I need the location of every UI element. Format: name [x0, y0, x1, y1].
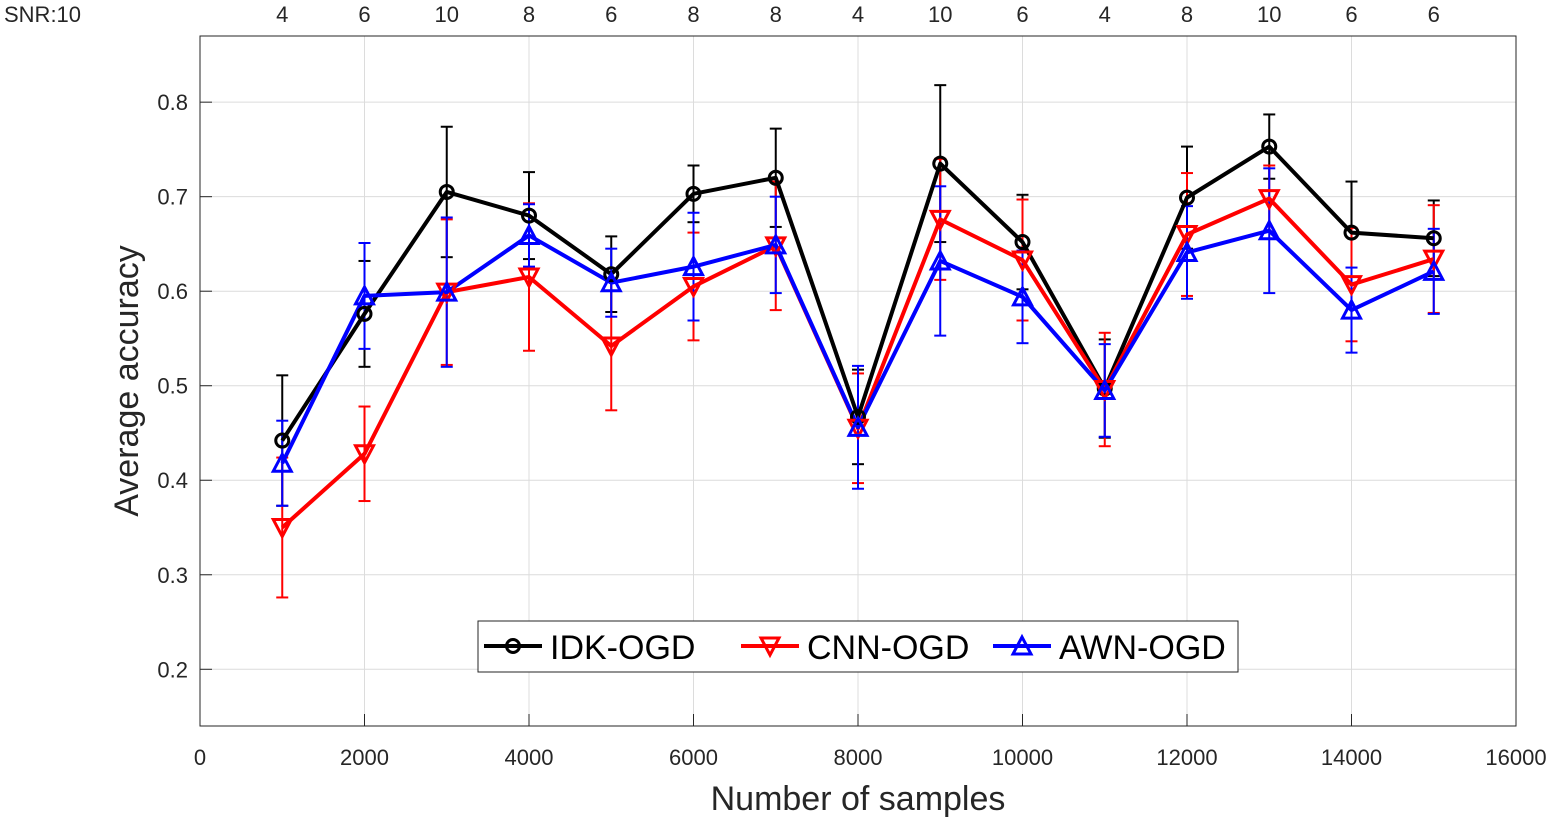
legend-label-cnn-ogd: CNN-OGD: [807, 629, 969, 667]
point-awn-ogd-3: [517, 223, 541, 245]
point-cnn-ogd-3: [517, 267, 541, 290]
legend-marker-cnn-ogd: [758, 636, 782, 659]
snr-label-8: 10: [928, 2, 952, 27]
legend: IDK-OGD CNN-OGD AWN-OGD: [477, 620, 1239, 673]
point-cnn-ogd-9: [1011, 250, 1034, 273]
point-cnn-ogd-5: [682, 276, 705, 299]
snr-labels: SNR:10 4 6 10 8 6 8 8 4 10 6 4 8 10 6 6: [4, 2, 1440, 27]
point-awn-ogd-13: [1340, 297, 1363, 320]
y-tick-label-3: 0.5: [157, 374, 188, 399]
point-idk-ogd-2: [438, 183, 455, 200]
point-awn-ogd-7: [846, 415, 870, 437]
point-idk-ogd-3: [521, 207, 537, 224]
point-idk-ogd-1: [356, 305, 373, 322]
x-tick-label-3: 6000: [669, 745, 718, 770]
snr-label-13: 6: [1345, 2, 1357, 27]
x-axis-title: Number of samples: [711, 780, 1006, 818]
snr-label-7: 4: [852, 2, 864, 27]
x-tick-label-1: 2000: [340, 745, 389, 770]
x-tick-label-6: 12000: [1156, 745, 1217, 770]
point-idk-ogd-9: [1014, 234, 1031, 251]
point-cnn-ogd-0: [270, 518, 294, 540]
point-idk-ogd-13: [1343, 224, 1360, 241]
x-tick-label-5: 10000: [992, 745, 1053, 770]
point-awn-ogd-8: [928, 248, 952, 271]
snr-label-3: 8: [523, 2, 535, 27]
point-awn-ogd-2: [435, 279, 459, 302]
point-idk-ogd-14: [1425, 230, 1442, 247]
snr-label-12: 10: [1257, 2, 1281, 27]
snr-label-2: 10: [435, 2, 459, 27]
point-cnn-ogd-12: [1257, 189, 1281, 211]
y-tick-label-4: 0.6: [157, 279, 188, 304]
point-awn-ogd-14: [1422, 259, 1446, 281]
snr-label-9: 6: [1016, 2, 1028, 27]
snr-label-6: 8: [770, 2, 782, 27]
legend-label-idk-ogd: IDK-OGD: [550, 629, 695, 667]
markers-awn-ogd: [270, 218, 1446, 473]
point-idk-ogd-5: [685, 185, 702, 202]
snr-label-0: 4: [276, 2, 288, 27]
point-awn-ogd-9: [1011, 284, 1034, 307]
point-cnn-ogd-8: [928, 209, 952, 232]
snr-label-11: 8: [1181, 2, 1193, 27]
y-axis-ticks: 0.2 0.3 0.4 0.5 0.6 0.7 0.8: [157, 90, 212, 682]
series-line-awn-ogd: [280, 228, 1435, 465]
markers: [270, 138, 1446, 540]
point-awn-ogd-12: [1257, 218, 1281, 241]
y-tick-label-1: 0.3: [157, 563, 188, 588]
point-awn-ogd-11: [1175, 240, 1199, 262]
x-tick-label-0: 0: [194, 745, 206, 770]
point-awn-ogd-6: [764, 232, 788, 255]
point-cnn-ogd-4: [599, 336, 623, 359]
point-idk-ogd-8: [932, 155, 949, 172]
legend-label-awn-ogd: AWN-OGD: [1059, 629, 1226, 667]
x-tick-label-7: 14000: [1321, 745, 1382, 770]
point-idk-ogd-12: [1261, 138, 1278, 155]
legend-box: [477, 620, 1239, 673]
legend-marker-idk-ogd: [505, 638, 521, 654]
point-awn-ogd-5: [682, 254, 705, 277]
point-awn-ogd-4: [599, 270, 623, 293]
snr-label-1: 6: [358, 2, 370, 27]
y-axis-title: Average accuracy: [108, 245, 146, 517]
point-cnn-ogd-13: [1340, 275, 1363, 297]
y-tick-label-0: 0.2: [157, 657, 188, 682]
snr-label-10: 4: [1099, 2, 1111, 27]
point-awn-ogd-10: [1093, 378, 1117, 400]
point-awn-ogd-0: [270, 451, 294, 473]
point-cnn-ogd-14: [1422, 249, 1446, 272]
point-idk-ogd-6: [767, 169, 784, 186]
point-idk-ogd-7: [850, 408, 866, 425]
x-axis-ticks: 0 2000 4000 6000 8000 10000 12000 14000 16000: [194, 714, 1547, 770]
legend-marker-awn-ogd: [1010, 633, 1034, 656]
point-idk-ogd-4: [603, 266, 620, 283]
x-tick-label-2: 4000: [505, 745, 554, 770]
snr-label-4: 6: [605, 2, 617, 27]
point-idk-ogd-11: [1179, 189, 1195, 206]
y-tick-label-2: 0.4: [157, 468, 188, 493]
x-tick-label-8: 16000: [1485, 745, 1546, 770]
point-idk-ogd-0: [274, 432, 291, 449]
x-tick-label-4: 8000: [834, 745, 883, 770]
y-tick-label-6: 0.8: [157, 90, 188, 115]
snr-prefix-label: SNR:10: [4, 2, 81, 27]
point-cnn-ogd-11: [1175, 224, 1199, 247]
point-awn-ogd-1: [353, 283, 376, 306]
point-cnn-ogd-1: [353, 444, 376, 466]
snr-label-14: 6: [1428, 2, 1440, 27]
snr-label-5: 8: [687, 2, 699, 27]
y-tick-label-5: 0.7: [157, 185, 188, 210]
